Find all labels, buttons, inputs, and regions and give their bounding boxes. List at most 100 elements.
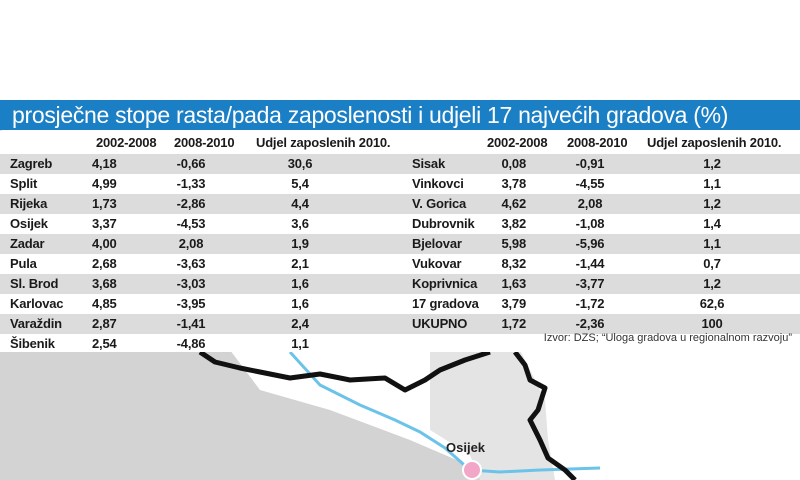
- employment-share: 1,2: [703, 156, 721, 171]
- value-2008-2010: -1,08: [575, 216, 605, 231]
- employment-share: 100: [701, 316, 723, 331]
- employment-share: 1,1: [703, 236, 721, 251]
- employment-share: 2,4: [291, 316, 309, 331]
- statistics-table: 2002-2008 2008-2010 Udjel zaposlenih 201…: [0, 131, 800, 352]
- table-row: Pula 2,68 -3,63 2,1 Vukovar 8,32 -1,44 0,7: [0, 254, 800, 274]
- employment-share: 2,1: [291, 256, 309, 271]
- city-name: Koprivnica: [412, 276, 478, 291]
- city-name: Split: [10, 176, 38, 191]
- land-area-lower: [0, 350, 520, 480]
- city-name: Zagreb: [10, 156, 53, 171]
- city-name: Zadar: [10, 236, 45, 251]
- table-row: Sl. Brod 3,68 -3,03 1,6 Koprivnica 1,63 -3,77 1…: [0, 274, 800, 294]
- city-name: Pula: [10, 256, 37, 271]
- left-header-share: Udjel zaposlenih 2010.: [256, 135, 391, 150]
- table-row: Zagreb 4,18 -0,66 30,6 Sisak 0,08 -0,91 1,2: [0, 154, 800, 174]
- employment-share: 1,1: [703, 176, 721, 191]
- employment-share: 4,4: [291, 196, 309, 211]
- value-2002-2008: 4,00: [92, 236, 117, 251]
- value-2008-2010: -0,91: [575, 156, 605, 171]
- value-2008-2010: -3,77: [575, 276, 605, 291]
- value-2008-2010: -3,03: [176, 276, 206, 291]
- employment-share: 3,6: [291, 216, 309, 231]
- value-2008-2010: -3,95: [176, 296, 206, 311]
- city-name: Osijek: [10, 216, 48, 231]
- employment-share: 1,1: [291, 336, 309, 351]
- city-name: Vinkovci: [412, 176, 464, 191]
- city-name: Sisak: [412, 156, 445, 171]
- table-row: Rijeka 1,73 -2,86 4,4 V. Gorica 4,62 2,08 1,2: [0, 194, 800, 214]
- city-label-osijek: Osijek: [446, 440, 486, 455]
- value-2008-2010: -1,41: [176, 316, 206, 331]
- city-name: UKUPNO: [412, 316, 468, 331]
- value-2002-2008: 3,82: [501, 216, 526, 231]
- city-name: 17 gradova: [412, 296, 479, 311]
- value-2002-2008: 0,08: [501, 156, 526, 171]
- employment-share: 30,6: [287, 156, 313, 171]
- city-name: Šibenik: [10, 336, 55, 351]
- city-name: V. Gorica: [412, 196, 467, 211]
- right-header-share: Udjel zaposlenih 2010.: [647, 135, 782, 150]
- value-2002-2008: 4,18: [92, 156, 117, 171]
- value-2002-2008: 1,72: [501, 316, 526, 331]
- value-2002-2008: 4,99: [92, 176, 117, 191]
- table-row: Varaždin 2,87 -1,41 2,4 UKUPNO 1,72 -2,36 100: [0, 314, 800, 334]
- employment-share: 5,4: [291, 176, 309, 191]
- city-name: Varaždin: [10, 316, 62, 331]
- value-2008-2010: -4,55: [575, 176, 605, 191]
- value-2008-2010: 2,08: [178, 236, 204, 251]
- river-line: [288, 350, 601, 474]
- employment-share: 1,9: [291, 236, 309, 251]
- employment-share: 0,7: [703, 256, 721, 271]
- right-header-2008-2010: 2008-2010: [567, 135, 628, 150]
- value-2008-2010: -1,72: [575, 296, 605, 311]
- city-name: Rijeka: [10, 196, 48, 211]
- left-header-2008-2010: 2008-2010: [174, 135, 235, 150]
- table-title: prosječne stope rasta/pada zaposlenosti …: [0, 100, 800, 130]
- border-line: [198, 349, 577, 480]
- value-2008-2010: -3,63: [176, 256, 206, 271]
- right-header-2002-2008: 2002-2008: [487, 135, 548, 150]
- employment-share: 1,6: [291, 276, 309, 291]
- value-2008-2010: -0,66: [176, 156, 206, 171]
- employment-share: 1,6: [291, 296, 309, 311]
- city-name: Karlovac: [10, 296, 64, 311]
- value-2002-2008: 3,37: [92, 216, 117, 231]
- value-2002-2008: 2,54: [92, 336, 117, 351]
- value-2002-2008: 5,98: [501, 236, 526, 251]
- city-name: Sl. Brod: [10, 276, 59, 291]
- city-name: Bjelovar: [412, 236, 462, 251]
- land-area-right: [430, 350, 555, 480]
- value-2008-2010: -2,86: [176, 196, 206, 211]
- city-name: Vukovar: [412, 256, 462, 271]
- value-2002-2008: 8,32: [501, 256, 526, 271]
- table-row: Šibenik 2,54 -4,86 1,1: [0, 334, 800, 354]
- value-2008-2010: -4,86: [176, 336, 206, 351]
- table-row: Karlovac 4,85 -3,95 1,6 17 gradova 3,79 -1,72 6…: [0, 294, 800, 314]
- value-2008-2010: 2,08: [577, 196, 603, 211]
- value-2002-2008: 4,62: [501, 196, 526, 211]
- value-2002-2008: 3,79: [501, 296, 526, 311]
- table-row: Zadar 4,00 2,08 1,9 Bjelovar 5,98 -5,96 1,1: [0, 234, 800, 254]
- value-2002-2008: 3,68: [92, 276, 117, 291]
- employment-share: 1,4: [703, 216, 721, 231]
- table-row: Osijek 3,37 -4,53 3,6 Dubrovnik 3,82 -1,08 1,4: [0, 214, 800, 234]
- left-header-2002-2008: 2002-2008: [96, 135, 157, 150]
- source-note: Izvor: DZS; “Uloga gradova u regionalnom…: [543, 332, 792, 344]
- value-2002-2008: 1,73: [92, 196, 117, 211]
- value-2008-2010: -4,53: [176, 216, 206, 231]
- value-2002-2008: 2,87: [92, 316, 117, 331]
- value-2008-2010: -5,96: [575, 236, 605, 251]
- value-2002-2008: 2,68: [92, 256, 117, 271]
- value-2002-2008: 4,85: [92, 296, 117, 311]
- value-2002-2008: 1,63: [501, 276, 526, 291]
- table-row: Split 4,99 -1,33 5,4 Vinkovci 3,78 -4,55 1,1: [0, 174, 800, 194]
- value-2008-2010: -2,36: [575, 316, 605, 331]
- city-name: Dubrovnik: [412, 216, 475, 231]
- value-2008-2010: -1,44: [575, 256, 605, 271]
- employment-share: 62,6: [699, 296, 725, 311]
- employment-share: 1,2: [703, 276, 721, 291]
- value-2002-2008: 3,78: [501, 176, 526, 191]
- osijek-marker: [462, 460, 482, 480]
- employment-share: 1,2: [703, 196, 721, 211]
